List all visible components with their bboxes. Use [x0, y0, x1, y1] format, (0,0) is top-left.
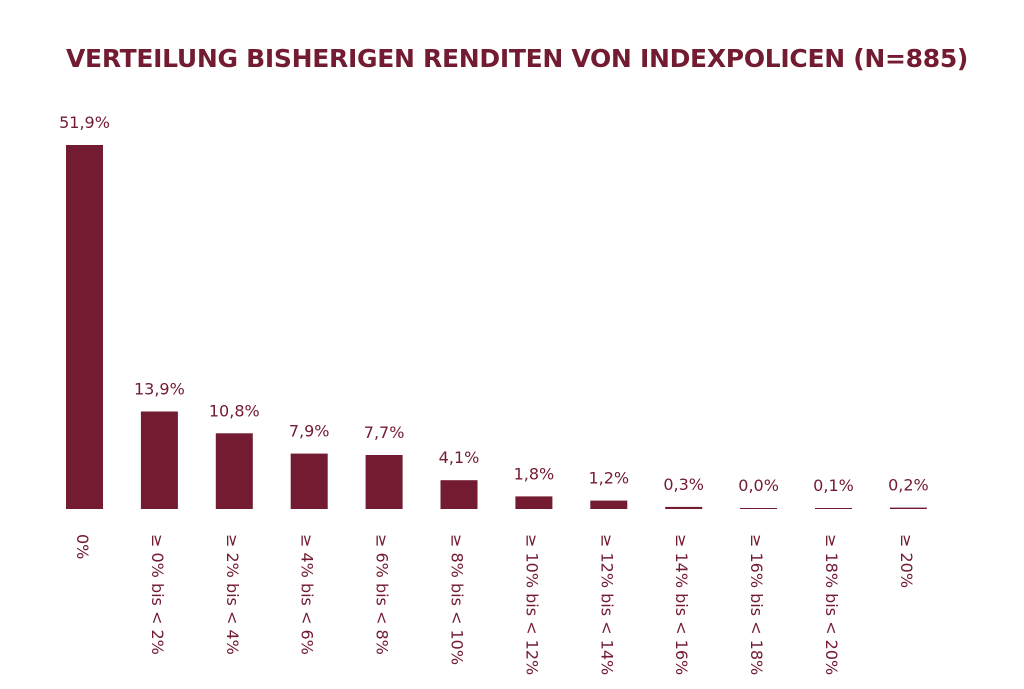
- value-labels-layer: 51,9% 13,9% 10,8% 7,9% 7,7% 4,1% 1,8% 1,2% 0,3% 0…: [59, 113, 929, 495]
- bar-5: [440, 480, 478, 509]
- category-labels-layer: 0% ≥ 0% bis < 2% ≥ 2% bis < 4% ≥ 4% bis < 6…: [73, 534, 916, 675]
- value-label-0: 51,9%: [59, 113, 110, 132]
- value-label-10: 0,1%: [813, 476, 854, 495]
- value-label-11: 0,2%: [888, 476, 929, 495]
- category-label-7: ≥ 12% bis < 14%: [597, 534, 616, 675]
- category-label-2: ≥ 2% bis < 4%: [223, 534, 242, 655]
- bar-2: [215, 433, 253, 509]
- category-label-6: ≥ 10% bis < 12%: [522, 534, 541, 675]
- category-label-4: ≥ 6% bis < 8%: [373, 534, 392, 655]
- bar-1: [140, 411, 178, 509]
- value-label-1: 13,9%: [134, 380, 185, 399]
- bar-4: [365, 455, 403, 509]
- bar-9: [740, 508, 778, 509]
- value-label-8: 0,3%: [663, 475, 704, 494]
- bar-3: [290, 453, 328, 509]
- category-label-3: ≥ 4% bis < 6%: [298, 534, 317, 655]
- category-label-11: ≥ 20%: [897, 534, 916, 588]
- category-label-10: ≥ 18% bis < 20%: [822, 534, 841, 675]
- category-label-8: ≥ 14% bis < 16%: [672, 534, 691, 675]
- bar-6: [515, 496, 553, 509]
- value-label-6: 1,8%: [514, 464, 555, 483]
- value-label-4: 7,7%: [364, 423, 405, 442]
- category-label-0: 0%: [73, 534, 92, 559]
- value-label-7: 1,2%: [588, 469, 629, 488]
- category-label-5: ≥ 8% bis < 10%: [448, 534, 467, 665]
- chart-title: VERTEILUNG BISHERIGEN RENDITEN VON INDEX…: [66, 44, 969, 73]
- value-label-9: 0,0%: [738, 476, 779, 495]
- value-label-2: 10,8%: [209, 401, 260, 420]
- bar-8: [665, 506, 703, 509]
- category-label-9: ≥ 16% bis < 18%: [747, 534, 766, 675]
- bar-11: [889, 507, 927, 509]
- bar-0: [66, 145, 103, 509]
- bars-layer: [66, 145, 927, 509]
- bar-7: [590, 500, 628, 509]
- value-label-5: 4,1%: [439, 448, 480, 467]
- bar-10: [815, 508, 852, 509]
- category-label-1: ≥ 0% bis < 2%: [148, 534, 167, 655]
- value-label-3: 7,9%: [289, 422, 330, 441]
